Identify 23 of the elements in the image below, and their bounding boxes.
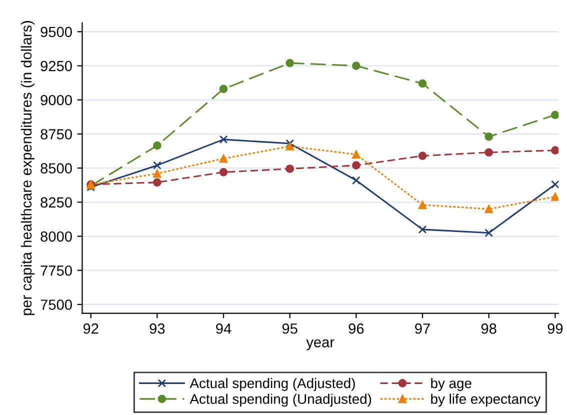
x-axis-title: year xyxy=(306,339,334,350)
x-tick-label: 97 xyxy=(415,323,430,334)
y-tick-label: 8500 xyxy=(40,163,72,174)
y-tick-label: 9500 xyxy=(40,26,72,38)
y-axis-title: per capita healthcare expenditures (in dollars) xyxy=(20,21,34,316)
x-tick-label: 96 xyxy=(348,323,364,334)
legend-label: Actual spending (Adjusted) xyxy=(190,378,355,391)
y-tick-label: 8000 xyxy=(40,231,72,242)
y-tick-label: 9250 xyxy=(40,60,72,72)
x-tick-label: 93 xyxy=(150,323,165,334)
y-tick-label: 8750 xyxy=(40,129,72,140)
legend-label: by age xyxy=(431,378,472,391)
y-tick-label: 9000 xyxy=(40,94,72,106)
x-tick-label: 99 xyxy=(548,323,563,334)
y-tick-label: 8250 xyxy=(40,197,72,208)
legend-label: by life expectancy xyxy=(431,394,541,407)
x-tick-label: 94 xyxy=(216,323,232,334)
y-tick-label: 7750 xyxy=(40,265,72,276)
legend-label: Actual spending (Unadjusted) xyxy=(190,394,372,407)
x-tick-label: 92 xyxy=(83,323,98,334)
y-tick-label: 7500 xyxy=(40,300,72,310)
x-tick-label: 95 xyxy=(282,323,298,334)
x-tick-label: 98 xyxy=(481,323,496,334)
